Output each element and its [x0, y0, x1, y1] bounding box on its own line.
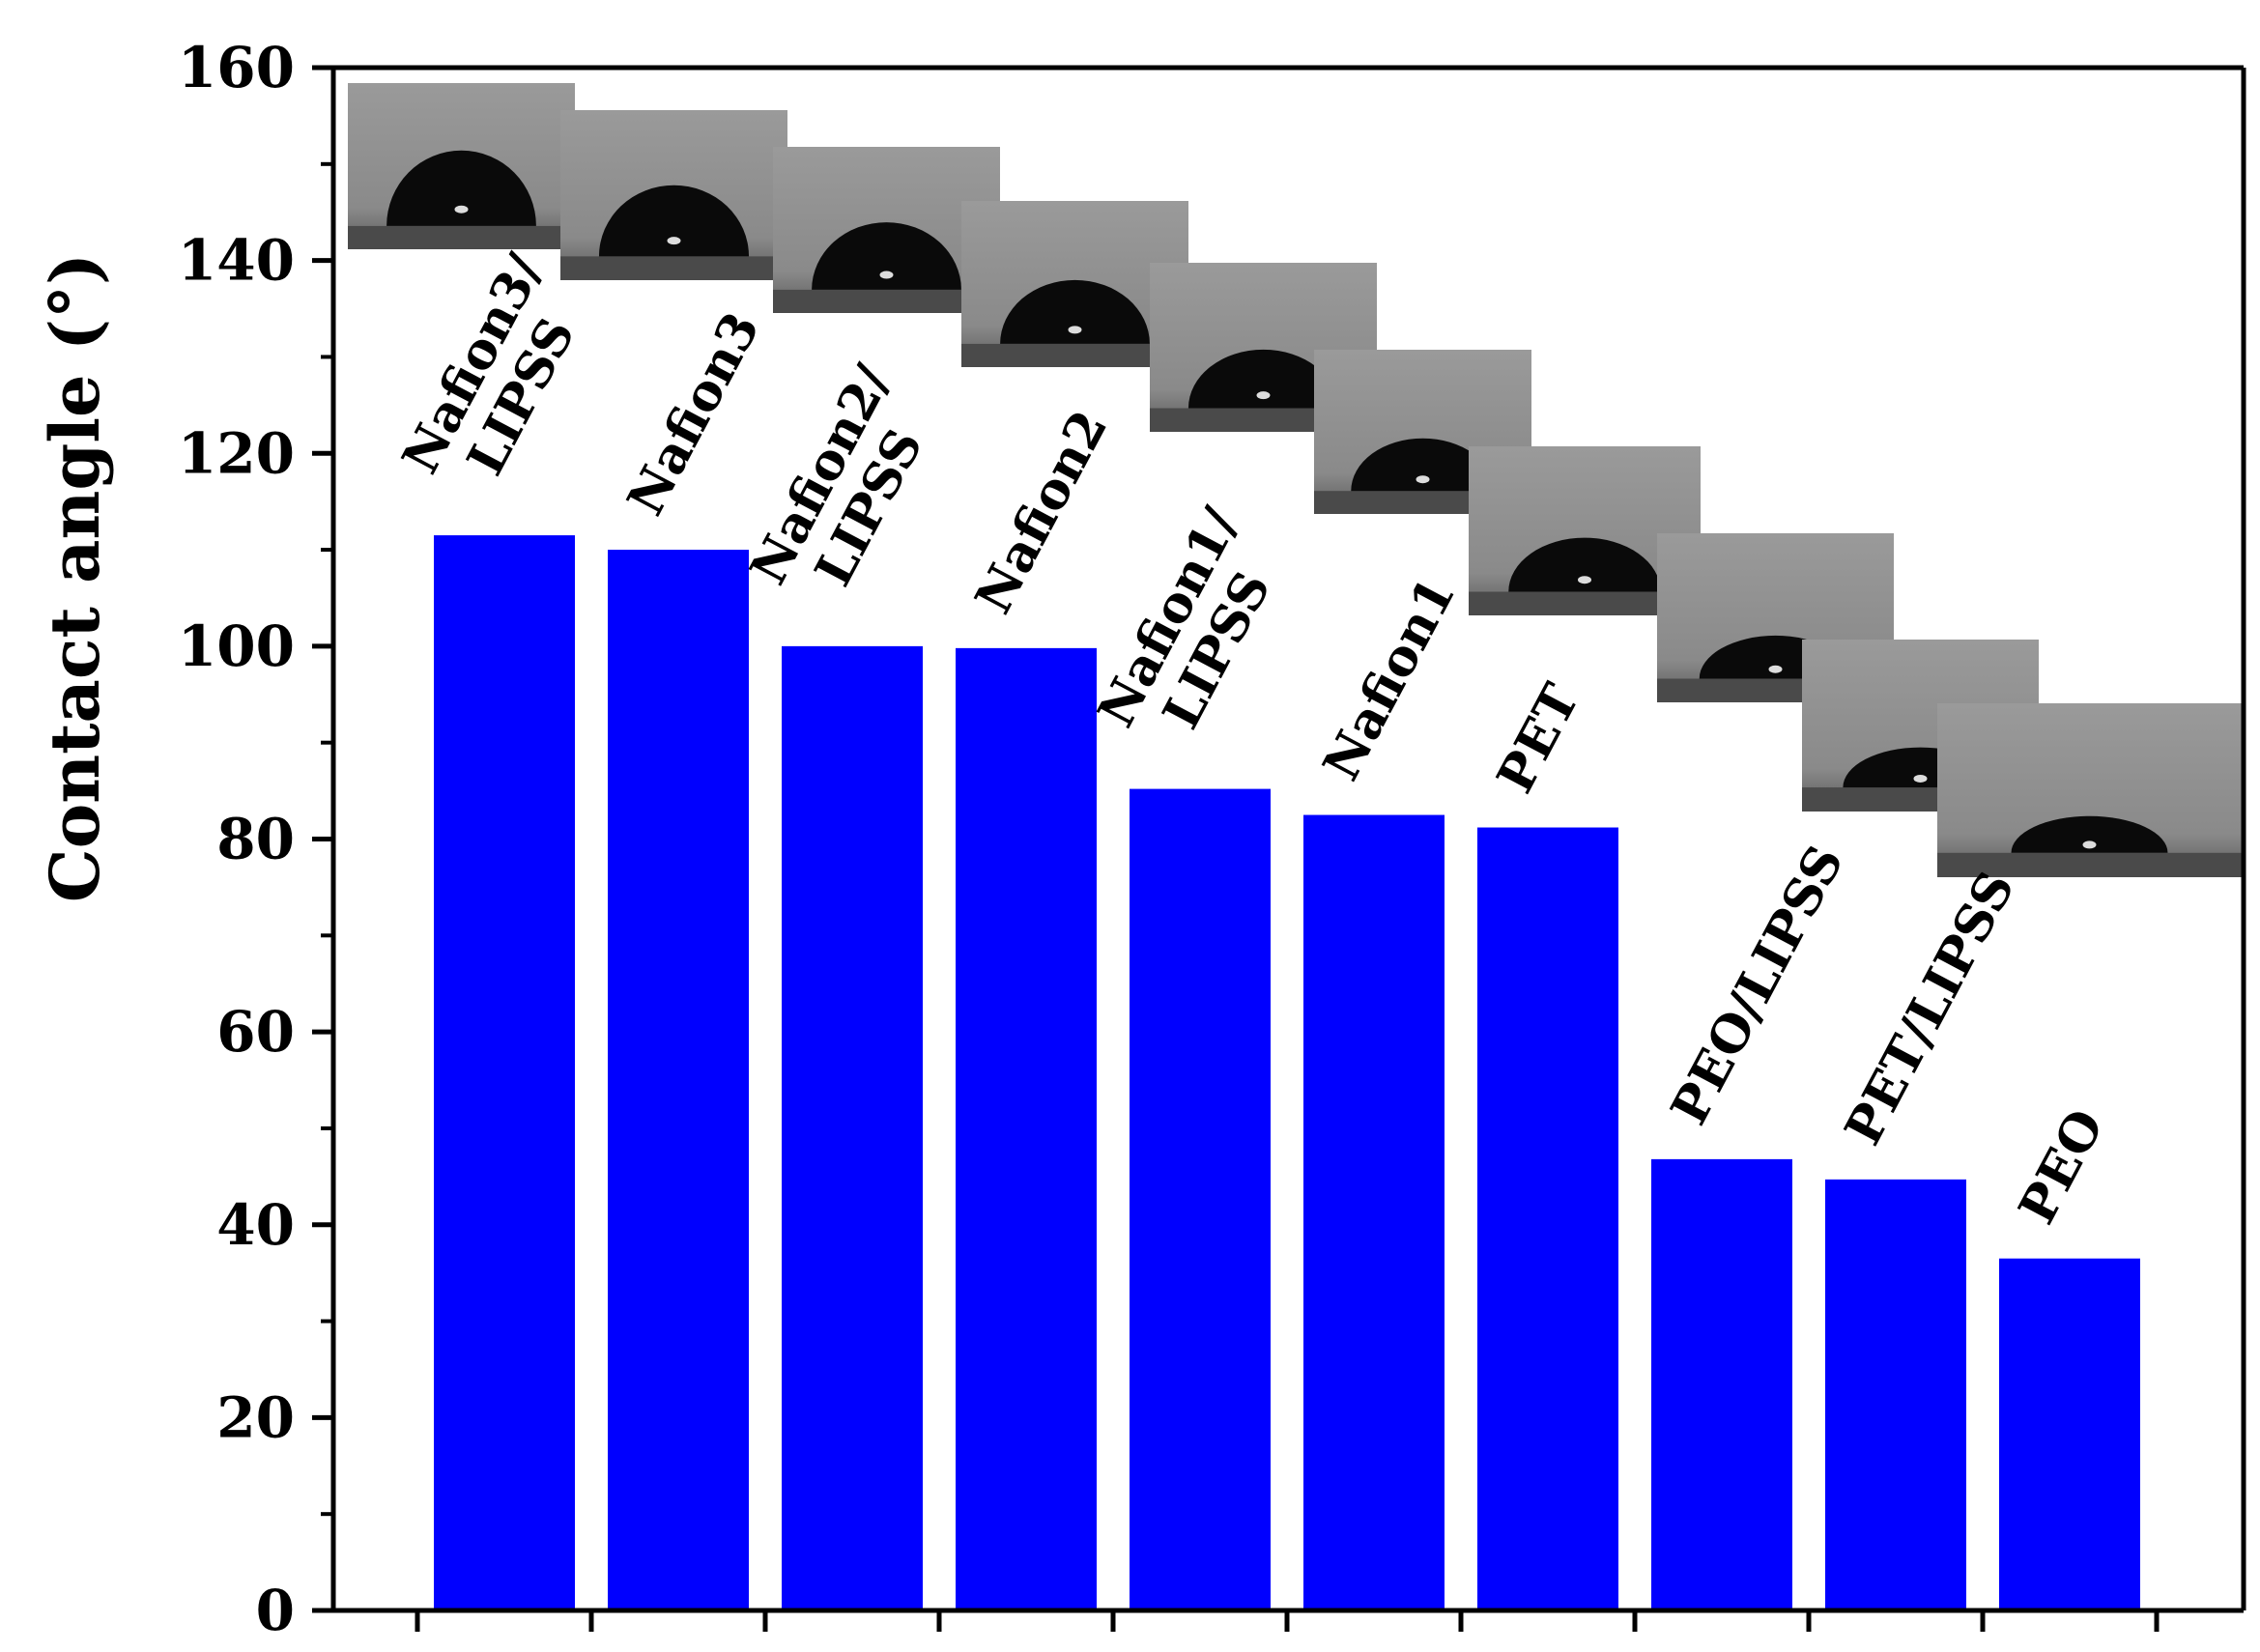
bar	[782, 645, 923, 1610]
bar-category-label: PET	[1486, 674, 1591, 803]
bar-category-label-line: PEO	[2008, 1100, 2116, 1234]
bar-category-label-line: Nafion3	[616, 302, 772, 525]
bar-category-label: Nafion3/LIPSS	[391, 245, 607, 511]
bar-category-label-line: PET	[1486, 674, 1591, 803]
y-tick-label: 140	[178, 228, 295, 294]
bar-category-label-line: PET/LIPSS	[1834, 862, 2027, 1154]
y-tick-label: 80	[216, 807, 295, 872]
y-tick-label: 60	[216, 999, 295, 1065]
droplet-photo	[1937, 703, 2242, 877]
y-tick-label: 40	[216, 1192, 295, 1258]
y-tick-label: 100	[178, 613, 295, 679]
bar	[1999, 1258, 2140, 1610]
bar	[608, 550, 749, 1610]
y-axis-ticks: 0 20 40 60 80 100 120 140 160	[178, 35, 333, 1643]
bar-category-label-line: PEO/LIPSS	[1660, 836, 1856, 1134]
y-tick-label: 120	[178, 420, 295, 486]
bar-category-label: PET/LIPSS	[1834, 862, 2027, 1154]
droplet-photo	[348, 83, 575, 249]
bar-category-label-line: Nafion2	[964, 401, 1120, 623]
x-axis-ticks	[415, 1610, 2160, 1632]
bar	[1130, 788, 1271, 1610]
y-tick-label: 0	[256, 1578, 295, 1643]
bar-category-label: Nafion2/LIPSS	[739, 356, 955, 621]
bar-category-label: Nafion2	[964, 401, 1120, 623]
y-axis-label: Contact angle (°)	[35, 253, 115, 902]
bar	[1825, 1179, 1966, 1610]
bar-category-label: Nafion1	[1312, 568, 1468, 790]
bar-category-label-line: Nafion1	[1312, 568, 1468, 790]
bar	[1651, 1158, 1792, 1610]
bar	[1477, 827, 1618, 1610]
bar-category-label: PEO	[2008, 1100, 2116, 1234]
droplet-photo-insets	[348, 83, 2242, 877]
bar	[956, 647, 1097, 1610]
bar-series	[434, 535, 2140, 1611]
bar	[1303, 814, 1445, 1610]
y-tick-label: 20	[216, 1384, 295, 1450]
bar	[434, 535, 575, 1611]
bar-category-label: Nafion3	[616, 302, 772, 525]
bar-category-label: PEO/LIPSS	[1660, 836, 1856, 1134]
droplet-photo	[560, 110, 787, 280]
bar-category-label: Nafion1/LIPSS	[1087, 498, 1302, 764]
y-tick-label: 160	[178, 35, 295, 100]
